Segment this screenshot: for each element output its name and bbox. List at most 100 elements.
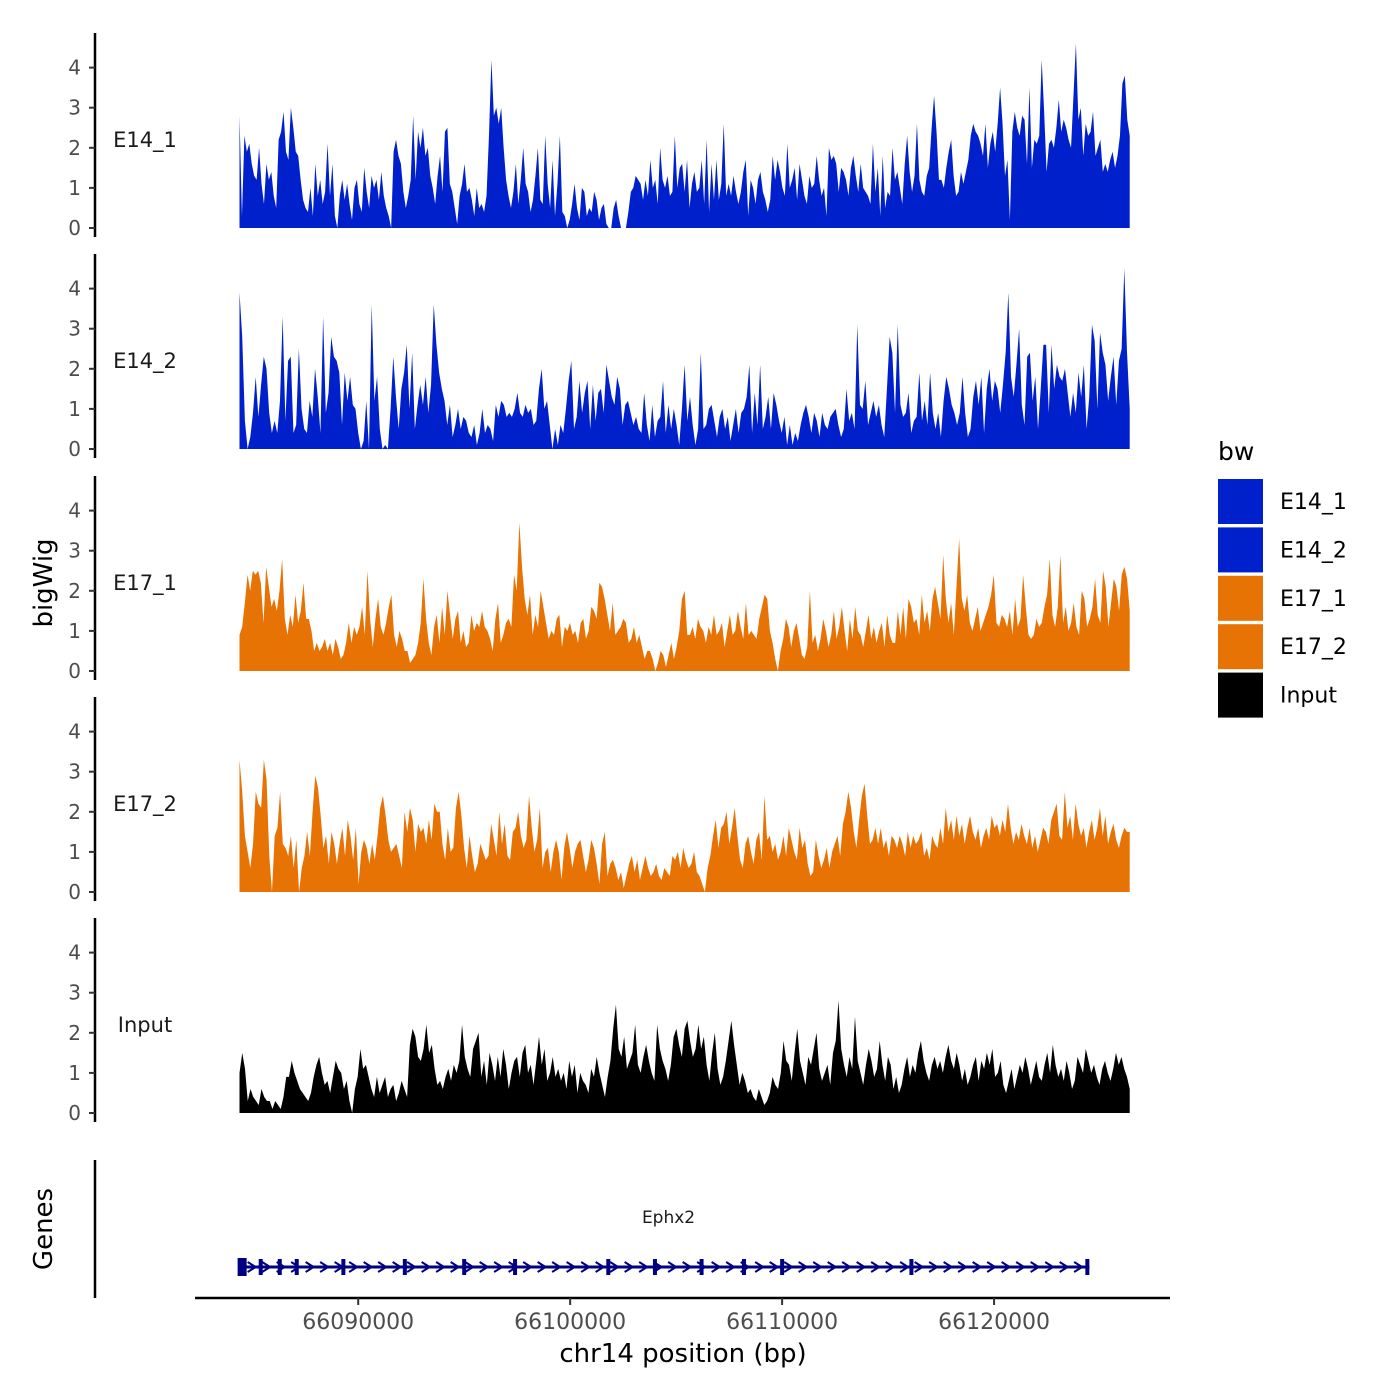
legend-title: bw bbox=[1218, 437, 1254, 466]
genes-axis-title: Genes bbox=[29, 1188, 59, 1270]
legend-swatch-e17-1 bbox=[1218, 575, 1263, 621]
strand-arrow bbox=[319, 1261, 331, 1273]
y-tick-label: 0 bbox=[68, 659, 81, 683]
y-tick-label: 2 bbox=[68, 357, 81, 381]
x-tick-label: 66090000 bbox=[302, 1310, 414, 1335]
y-tick-label: 4 bbox=[68, 499, 81, 523]
exon-first bbox=[237, 1258, 247, 1276]
coverage-area-e14-2 bbox=[239, 268, 1130, 449]
strand-arrow bbox=[377, 1261, 389, 1273]
coverage-area-e17-2 bbox=[239, 759, 1130, 892]
y-tick-label: 3 bbox=[68, 317, 81, 341]
x-axis-title: chr14 position (bp) bbox=[559, 1339, 806, 1369]
y-tick-label: 2 bbox=[68, 1021, 81, 1045]
exon bbox=[277, 1259, 282, 1275]
strand-arrow bbox=[928, 1261, 940, 1273]
legend: bw E14_1 E14_2 E17_1 E17_2 Input bbox=[1218, 437, 1347, 718]
y-tick-label: 1 bbox=[68, 397, 81, 421]
y-tick-label: 2 bbox=[68, 136, 81, 160]
y-tick-label: 0 bbox=[68, 880, 81, 904]
strand-arrow bbox=[798, 1261, 809, 1273]
strand-arrow bbox=[406, 1261, 418, 1273]
strand-arrow bbox=[450, 1261, 461, 1273]
strand-arrow bbox=[711, 1261, 722, 1273]
strand-arrow bbox=[769, 1261, 780, 1273]
strand-arrow bbox=[827, 1261, 838, 1273]
strand-arrow bbox=[1044, 1261, 1056, 1273]
legend-label-e14-2: E14_2 bbox=[1280, 538, 1347, 563]
coverage-area-e17-1 bbox=[239, 522, 1130, 671]
y-tick-label: 0 bbox=[68, 216, 81, 240]
x-tick-label: 66100000 bbox=[514, 1310, 626, 1335]
legend-swatch-input bbox=[1218, 672, 1263, 718]
exon bbox=[606, 1259, 611, 1275]
strand-arrow bbox=[1030, 1261, 1041, 1273]
track-panel-e17-1: 0 1 2 3 4 E17_1 bbox=[68, 476, 1130, 683]
strand-arrow bbox=[537, 1261, 548, 1273]
strand-arrow bbox=[725, 1261, 737, 1273]
track-label-e14-2: E14_2 bbox=[113, 349, 177, 374]
strand-arrow bbox=[754, 1261, 766, 1273]
strand-arrow bbox=[783, 1261, 795, 1273]
x-tick-label: 66110000 bbox=[726, 1310, 838, 1335]
exon bbox=[462, 1259, 467, 1275]
strand-arrow bbox=[667, 1261, 679, 1273]
exon bbox=[258, 1259, 263, 1275]
exon bbox=[1085, 1259, 1090, 1275]
y-tick-label: 1 bbox=[68, 1061, 81, 1085]
y-tick-label: 2 bbox=[68, 800, 81, 824]
exon bbox=[699, 1259, 704, 1275]
strand-arrow bbox=[1073, 1261, 1085, 1273]
track-label-input: Input bbox=[118, 1013, 172, 1037]
strand-arrow bbox=[464, 1261, 476, 1273]
legend-label-e17-1: E17_1 bbox=[1280, 587, 1347, 612]
track-panel-input: 0 1 2 3 4 Input bbox=[68, 918, 1130, 1125]
exon bbox=[341, 1259, 346, 1275]
exon bbox=[741, 1259, 746, 1275]
strand-arrow bbox=[261, 1261, 273, 1273]
exon bbox=[652, 1259, 657, 1275]
strand-arrow bbox=[421, 1261, 432, 1273]
strand-arrow bbox=[885, 1261, 896, 1273]
y-tick-label: 1 bbox=[68, 619, 81, 643]
y-axis-title: bigWig bbox=[29, 538, 59, 627]
track-panels: 0 1 2 3 4 E14_1 0 1 2 3 4 E14_2 0 1 2 3 4 E17_1 0 1 2 3 4 E17_2… bbox=[68, 33, 1130, 1125]
strand-arrow bbox=[247, 1261, 258, 1273]
strand-arrow bbox=[392, 1261, 403, 1273]
strand-arrow bbox=[479, 1261, 490, 1273]
strand-arrow bbox=[566, 1261, 577, 1273]
y-tick-label: 1 bbox=[68, 176, 81, 200]
legend-swatch-e17-2 bbox=[1218, 624, 1263, 670]
y-tick-label: 3 bbox=[68, 981, 81, 1005]
strand-arrow bbox=[580, 1261, 592, 1273]
legend-swatch-e14-1 bbox=[1218, 479, 1263, 524]
legend-label-e17-2: E17_2 bbox=[1280, 635, 1347, 660]
track-panel-e17-2: 0 1 2 3 4 E17_2 bbox=[68, 697, 1130, 904]
strand-arrow bbox=[493, 1261, 505, 1273]
strand-arrow bbox=[363, 1261, 374, 1273]
strand-arrow bbox=[870, 1261, 882, 1273]
y-tick-label: 3 bbox=[68, 760, 81, 784]
strand-arrow bbox=[957, 1261, 969, 1273]
strand-arrow bbox=[972, 1261, 983, 1273]
strand-arrow bbox=[290, 1261, 302, 1273]
strand-arrow bbox=[899, 1261, 911, 1273]
y-tick-label: 4 bbox=[68, 277, 81, 301]
x-tick-label: 66120000 bbox=[938, 1310, 1050, 1335]
exon bbox=[780, 1259, 785, 1275]
strand-arrow bbox=[1001, 1261, 1012, 1273]
legend-swatch-e14-2 bbox=[1218, 527, 1263, 573]
track-label-e17-2: E17_2 bbox=[113, 792, 177, 817]
genes-panel: Ephx2 bbox=[93, 1160, 1090, 1298]
track-panel-e14-1: 0 1 2 3 4 E14_1 bbox=[68, 33, 1130, 240]
strand-arrow bbox=[595, 1261, 606, 1273]
strand-arrow bbox=[624, 1261, 635, 1273]
exon bbox=[402, 1259, 407, 1275]
strand-arrow bbox=[1059, 1261, 1070, 1273]
y-tick-label: 4 bbox=[68, 56, 81, 80]
strand-arrow bbox=[986, 1261, 998, 1273]
track-label-e14-1: E14_1 bbox=[113, 128, 177, 153]
coverage-area-input bbox=[239, 1000, 1130, 1113]
y-tick-label: 4 bbox=[68, 720, 81, 744]
